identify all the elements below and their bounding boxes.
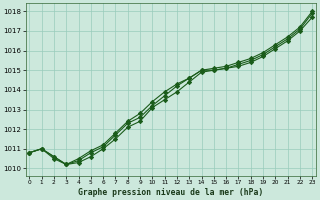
X-axis label: Graphe pression niveau de la mer (hPa): Graphe pression niveau de la mer (hPa): [78, 188, 263, 197]
